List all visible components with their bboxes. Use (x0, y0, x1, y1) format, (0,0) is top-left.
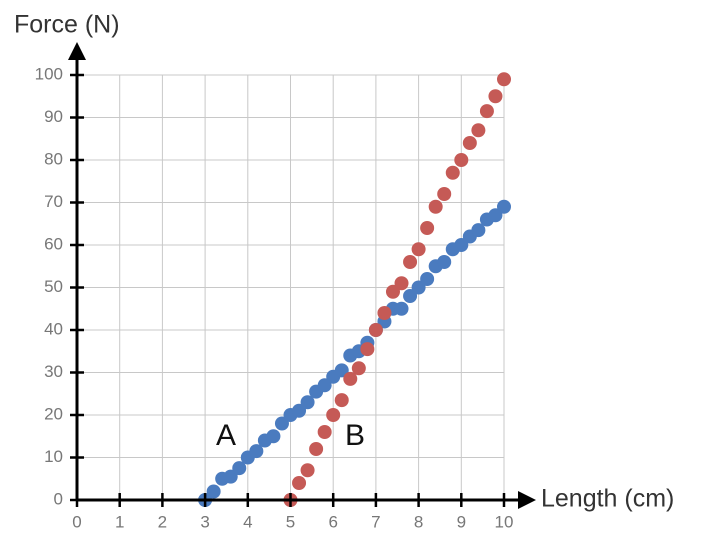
data-point (351, 361, 366, 376)
y-axis-title: Force (N) (14, 11, 120, 39)
data-point (274, 416, 289, 431)
x-tick-label: 3 (200, 512, 209, 531)
data-point (223, 469, 238, 484)
x-axis-arrow (518, 491, 536, 509)
data-point (309, 442, 324, 456)
y-tick-label: 60 (44, 234, 63, 253)
y-tick-label: 90 (44, 107, 63, 126)
data-point (420, 221, 435, 235)
data-point (403, 255, 418, 269)
data-point (326, 408, 341, 422)
data-point (292, 476, 307, 490)
y-tick-label: 30 (44, 362, 63, 381)
x-tick-label: 4 (243, 512, 252, 531)
data-point (437, 255, 452, 269)
annotation: B (345, 419, 365, 452)
data-point (377, 306, 392, 320)
x-tick-label: 0 (72, 512, 81, 531)
data-point (420, 272, 435, 286)
data-point (394, 276, 409, 291)
x-tick-label: 9 (457, 512, 466, 531)
x-tick-label: 10 (495, 512, 514, 531)
data-point (488, 89, 503, 104)
y-tick-label: 0 (54, 489, 63, 508)
x-tick-label: 1 (115, 512, 124, 531)
data-point (300, 395, 315, 410)
marks (198, 72, 511, 507)
data-point (454, 153, 469, 167)
data-point (343, 371, 358, 386)
data-point (249, 444, 264, 459)
data-point (317, 378, 332, 393)
data-point (411, 242, 426, 257)
y-tick-label: 100 (35, 64, 63, 83)
x-tick-label: 2 (158, 512, 167, 531)
data-point (479, 104, 494, 119)
data-point (317, 425, 332, 439)
y-tick-label: 70 (44, 192, 63, 211)
x-tick-label: 6 (328, 512, 337, 531)
data-point (497, 72, 511, 87)
data-point (368, 323, 383, 337)
y-tick-label: 20 (44, 404, 63, 423)
data-point (385, 284, 400, 299)
y-tick-label: 50 (44, 277, 63, 296)
data-point (394, 301, 409, 316)
annotation: A (216, 419, 236, 452)
data-point (471, 223, 486, 238)
y-tick-label: 40 (44, 319, 63, 338)
x-tick-label: 8 (414, 512, 423, 531)
y-tick-label: 80 (44, 149, 63, 168)
data-point (206, 484, 221, 499)
data-point (334, 393, 349, 408)
data-point (411, 280, 426, 295)
x-tick-label: 7 (371, 512, 380, 531)
x-tick-label: 5 (286, 512, 295, 531)
grid (76, 74, 505, 501)
data-point (462, 136, 477, 150)
data-point (437, 187, 452, 201)
data-point (292, 403, 307, 418)
data-point (428, 199, 443, 214)
x-axis-title: Length (cm) (541, 485, 674, 513)
data-point (334, 363, 349, 378)
y-tick-label: 10 (44, 447, 63, 466)
data-point (497, 199, 511, 214)
data-point (471, 123, 486, 138)
data-point (403, 289, 418, 303)
axes (68, 42, 536, 509)
data-point (266, 429, 281, 444)
data-point (232, 461, 247, 476)
data-point (300, 463, 315, 478)
y-axis-arrow (68, 42, 86, 60)
data-point (454, 238, 469, 252)
data-point (445, 165, 460, 180)
data-point (360, 342, 375, 357)
data-point (488, 208, 503, 223)
